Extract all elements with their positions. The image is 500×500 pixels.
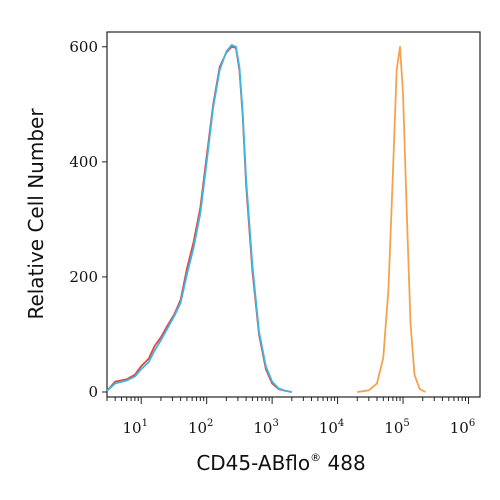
series-line-3 — [357, 45, 426, 393]
y-tick-label: 400 — [69, 153, 98, 171]
x-tick-label: 103 — [253, 418, 278, 437]
series-line-2 — [106, 44, 292, 393]
y-tick-label: 0 — [88, 383, 98, 401]
x-tick-label: 102 — [188, 418, 213, 437]
x-axis-title-main: CD45-ABflo — [196, 451, 310, 475]
y-axis-ticks: 0 200 400 600 — [69, 38, 107, 401]
x-axis-title: CD45-ABflo® 488 — [196, 451, 365, 475]
x-tick-label: 105 — [384, 418, 409, 437]
x-tick-label: 106 — [450, 418, 475, 437]
plot-frame — [106, 31, 481, 398]
x-axis-title-registered-mark: ® — [310, 451, 321, 464]
x-axis-ticks: 101 102 103 104 105 106 — [106, 397, 475, 437]
x-tick-label: 101 — [122, 418, 147, 437]
y-axis-title: Relative Cell Number — [24, 108, 48, 320]
x-tick-label: 104 — [319, 418, 344, 437]
y-tick-label: 200 — [69, 268, 98, 286]
x-axis-title-tail: 488 — [321, 451, 366, 475]
series-layer — [106, 44, 426, 393]
y-tick-label: 600 — [69, 38, 98, 56]
